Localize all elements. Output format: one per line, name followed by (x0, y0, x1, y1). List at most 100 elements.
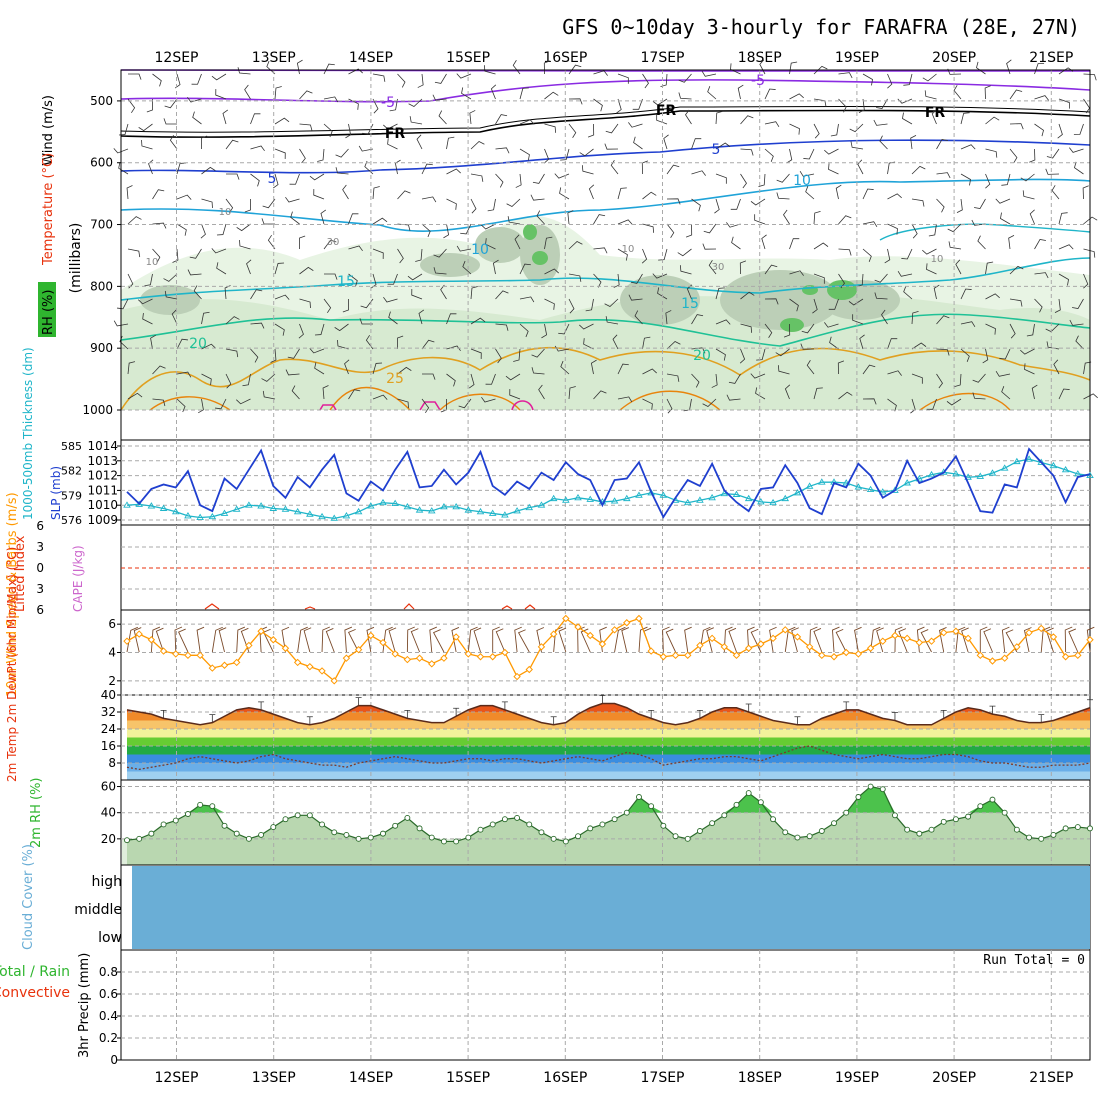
upper-wind-barb (691, 138, 702, 150)
thickness-point (622, 494, 631, 502)
upper-wind-barb (960, 348, 970, 362)
upper-wind-barb (113, 320, 129, 327)
upper-wind-barb (152, 398, 166, 407)
upper-wind-barb (438, 110, 447, 125)
wind-point (976, 651, 984, 660)
upper-wind-barb (541, 323, 548, 339)
rh-point (136, 835, 143, 842)
rh-point (1026, 834, 1033, 841)
upper-wind-barb (593, 273, 602, 288)
upper-wind-barb (857, 159, 864, 175)
rh-point (440, 838, 447, 845)
upper-wind-barb (261, 218, 275, 225)
bottom-date-label: 17SEP (641, 1070, 685, 1086)
upper-wind-barb (910, 135, 917, 150)
wind-point (220, 661, 229, 669)
upper-wind-barb (372, 73, 386, 82)
upper-wind-barb (936, 139, 948, 150)
upper-wind-barb (554, 345, 570, 352)
upper-wind-barb (1009, 265, 1024, 275)
upper-wind-barb (691, 170, 706, 176)
upper-wind-barb (666, 373, 680, 382)
upper-wind-barb (192, 111, 202, 125)
temp-band (127, 737, 1090, 746)
rh-point (416, 825, 423, 832)
rh-point (550, 835, 557, 842)
upper-wind-barb (775, 348, 790, 357)
thickness-point (184, 512, 192, 519)
cloud-cover-fill (132, 866, 1090, 949)
upper-wind-barb (544, 91, 559, 100)
upper-wind-barb (605, 316, 619, 325)
temp-minmax-bar (550, 716, 557, 725)
upper-wind-barb (383, 123, 398, 130)
upper-wind-barb (731, 236, 741, 250)
upper-wind-barb (568, 273, 582, 282)
upper-wind-barb (902, 112, 913, 125)
wind-point (403, 655, 412, 664)
upper-wind-barb (460, 223, 472, 235)
upper-wind-barb (848, 298, 864, 306)
upper-wind-barb (200, 223, 206, 239)
upper-wind-barb (530, 194, 545, 201)
upper-wind-barb (663, 134, 669, 150)
upper-wind-barb (1031, 384, 1038, 400)
rh-point (306, 812, 313, 819)
wind-point (915, 638, 924, 647)
upper-wind-barb (461, 87, 472, 100)
upper-wind-barb (764, 121, 780, 128)
thickness-point (220, 509, 229, 516)
ylabel-millibars: (millibars) (68, 223, 84, 294)
upper-wind-barb (887, 193, 902, 200)
wind-point (452, 633, 460, 641)
upper-wind-barb (837, 360, 845, 375)
upper-wind-barb (862, 188, 874, 200)
thickness-point (208, 512, 217, 520)
surface-barb (325, 628, 335, 653)
upper-wind-barb (138, 298, 153, 305)
temp-minmax-bar (1087, 699, 1093, 708)
upper-wind-barb (739, 348, 746, 364)
wind-point (172, 650, 180, 658)
li-tick-label: 6 (36, 519, 44, 533)
upper-wind-barb (1054, 298, 1061, 313)
rh-point (940, 818, 947, 825)
upper-wind-barb (604, 143, 619, 150)
upper-wind-barb (342, 184, 349, 200)
upper-wind-barb (544, 236, 553, 250)
wind-point (818, 651, 826, 660)
contour-label: FR (925, 105, 946, 121)
upper-wind-barb (642, 73, 649, 89)
upper-wind-barb (532, 173, 545, 184)
surface-barb (662, 626, 670, 653)
upper-wind-barb (911, 310, 919, 325)
wind-point (562, 614, 570, 623)
rh-point (453, 838, 460, 845)
thickness-point (1013, 457, 1021, 465)
upper-wind-barb (216, 262, 227, 275)
upper-wind-barb (730, 63, 741, 75)
upper-wind-barb (456, 245, 472, 252)
upper-wind-barb (707, 86, 717, 100)
upper-wind-barb (789, 298, 799, 312)
upper-wind-barb (985, 323, 996, 335)
rh-fill-area (127, 786, 1090, 865)
thickness-point (452, 502, 460, 510)
upper-wind-barb (274, 294, 290, 300)
upper-wind-barb (876, 98, 888, 109)
surface-barb (281, 626, 290, 653)
rh-point (867, 783, 874, 790)
upper-wind-barb (225, 348, 239, 358)
upper-wind-barb (113, 148, 129, 154)
upper-wind-barb (583, 338, 594, 350)
contour-minus5-upper (120, 69, 1091, 73)
upper-wind-barb (828, 163, 839, 175)
surface-barb (553, 626, 563, 653)
upper-wind-barb (666, 164, 680, 175)
upper-wind-barb (884, 248, 891, 264)
contour-5 (120, 139, 1091, 174)
upper-wind-barb (176, 371, 192, 378)
temp-minmax-bar (306, 716, 313, 725)
upper-wind-barb (931, 109, 937, 125)
thickness-point (891, 486, 899, 493)
